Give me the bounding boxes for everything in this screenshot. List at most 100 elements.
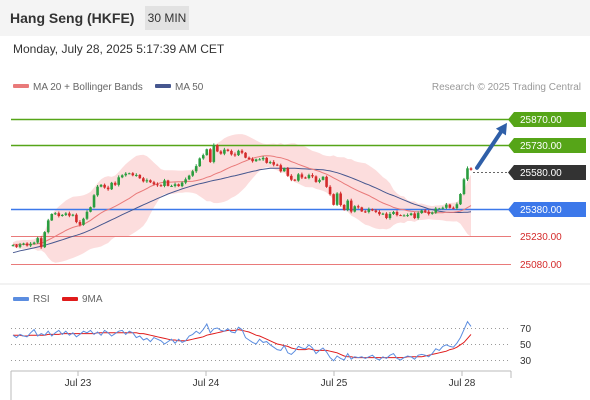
candle — [356, 204, 360, 209]
pivot-level-label: 25380.00 — [520, 205, 562, 216]
candle-body — [57, 213, 61, 216]
candle — [142, 176, 145, 183]
candle — [113, 181, 117, 187]
pivot-level-tag — [514, 202, 586, 217]
candle — [272, 160, 276, 167]
candle-body — [230, 150, 233, 155]
candle — [335, 192, 339, 206]
candle — [459, 193, 462, 206]
candle-body — [342, 205, 346, 210]
candle — [50, 213, 54, 221]
candle-body — [360, 207, 364, 212]
ma50-legend-label: MA 50 — [175, 82, 204, 93]
candle — [353, 205, 357, 213]
candle-body — [427, 211, 431, 214]
candle-body — [381, 213, 385, 215]
candle — [251, 157, 254, 163]
candle — [198, 157, 202, 168]
ma50-legend-swatch — [155, 84, 171, 88]
candle — [332, 193, 335, 206]
candle-body — [279, 165, 283, 172]
candle — [230, 149, 233, 156]
price-levels — [11, 118, 511, 265]
candle — [110, 181, 113, 191]
candle — [434, 206, 438, 214]
candle — [314, 175, 318, 183]
candle-body — [177, 184, 180, 187]
candle-body — [233, 154, 237, 156]
candle-body — [335, 193, 339, 205]
candle-body — [244, 152, 247, 158]
bollinger-bands — [13, 134, 471, 263]
candle-body — [268, 162, 272, 164]
candle-body — [135, 174, 138, 176]
candle — [46, 218, 50, 234]
credit-text: Research © 2025 Trading Central — [432, 82, 581, 93]
candle — [268, 160, 272, 165]
candle-body — [321, 176, 325, 180]
candle-body — [251, 158, 254, 162]
candle — [455, 202, 459, 210]
candle — [92, 194, 96, 209]
candle — [325, 175, 328, 188]
candle-body — [272, 162, 276, 165]
candle-body — [145, 180, 149, 182]
candle-body — [462, 179, 466, 194]
candle — [156, 182, 159, 187]
candle-body — [420, 210, 423, 214]
candle — [170, 184, 173, 187]
candle — [180, 181, 184, 188]
candle — [219, 150, 223, 155]
resistance-level-tag — [514, 112, 586, 127]
rsi-panel: 70 50 30 — [11, 320, 532, 367]
candle-body — [166, 180, 170, 186]
candle-body — [201, 155, 205, 159]
candle — [212, 143, 216, 164]
time-axis-label: Jul 24 — [193, 378, 220, 389]
candle-body — [254, 159, 258, 162]
rsi-line — [12, 320, 472, 362]
candle — [286, 166, 290, 177]
candle — [163, 178, 166, 188]
forecast-arrow-icon — [475, 122, 507, 170]
candle-body — [318, 179, 321, 182]
candle — [378, 210, 381, 216]
candle — [275, 163, 279, 167]
candle — [279, 163, 283, 173]
candle — [78, 220, 82, 227]
candle — [304, 176, 307, 179]
candle-body — [430, 212, 434, 214]
rsi-ma-legend-label: 9MA — [82, 294, 103, 305]
candle-body — [92, 195, 96, 208]
candle-body — [409, 213, 413, 216]
candle — [25, 242, 29, 247]
candle — [57, 211, 61, 218]
interval-button[interactable]: 30 MIN — [145, 6, 189, 30]
resistance-level-label: 25730.00 — [520, 141, 562, 152]
candle — [374, 209, 378, 214]
candle — [409, 212, 413, 216]
candle — [117, 175, 120, 187]
candle-body — [36, 238, 39, 243]
candle — [223, 147, 226, 156]
candle-body — [170, 185, 173, 187]
candle-body — [297, 174, 300, 181]
candle-body — [50, 213, 54, 221]
candle-body — [258, 159, 261, 161]
candle-body — [156, 184, 159, 186]
candle — [152, 180, 156, 186]
rsi-legend-swatch — [13, 297, 29, 301]
candle — [342, 204, 346, 211]
candle-body — [434, 208, 438, 213]
candle-body — [325, 176, 328, 187]
candle — [233, 152, 237, 157]
candle — [328, 185, 332, 196]
time-axis-label: Jul 25 — [321, 378, 348, 389]
candle-body — [448, 204, 452, 208]
candle-body — [392, 211, 395, 214]
candle — [349, 198, 353, 214]
candle — [416, 211, 420, 220]
candle-body — [212, 145, 216, 162]
candle — [120, 174, 124, 179]
